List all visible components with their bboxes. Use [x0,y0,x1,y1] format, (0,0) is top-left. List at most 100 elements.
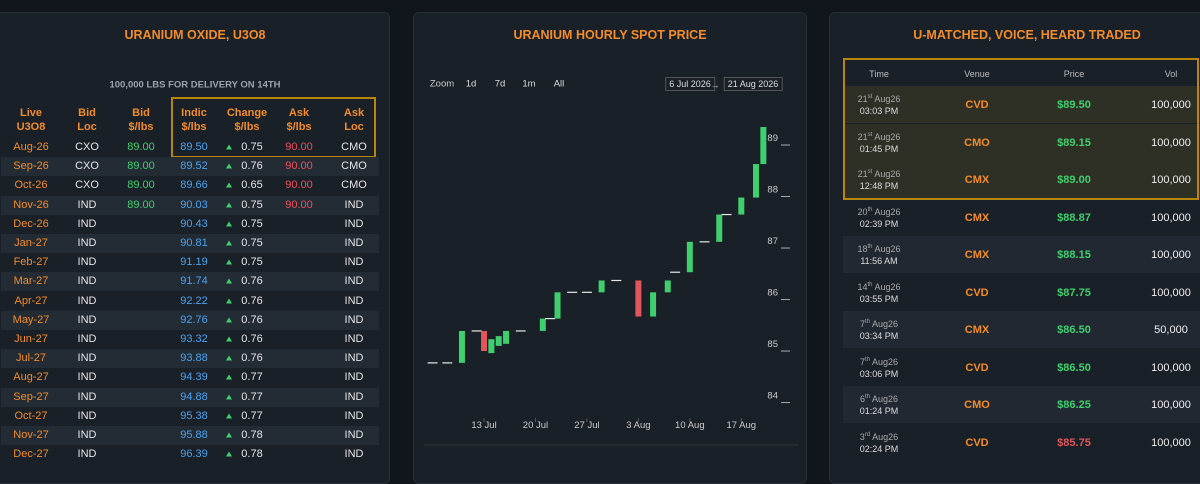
date-arrow: → [710,80,720,90]
highlight-box [171,97,376,158]
candle [539,318,546,331]
table-cell: IND [344,448,364,461]
row-background [843,311,1200,348]
column-header: Indic [181,107,207,119]
column-header: $/lbs [128,121,154,133]
trade-time: 03:34 PM [859,331,899,341]
table-cell: 94.39 [180,371,208,384]
table-cell: Sep-26 [13,160,49,173]
table-cell: 89.50 [180,141,208,153]
trade-month: Aug26 [874,131,901,142]
row-stripe [1,349,379,369]
trade-time: 03:03 PM [859,106,899,116]
trade-time: 01:45 PM [859,143,899,154]
column-header: Live [19,107,43,119]
trade-time: 03:06 PM [859,368,899,379]
row-background [843,423,1200,461]
table-cell: CXO [75,160,99,173]
trade-price: $85.75 [1057,436,1091,449]
date-to[interactable]: 21 Aug 2026 [723,77,783,91]
up-arrow [226,394,232,400]
trade-venue: CMX [964,211,990,224]
date-from[interactable]: 6 Jul 2026 [665,77,715,91]
trades-panel: U-MATCHED, VOICE, HEARD TRADED Time Venue… [829,12,1200,484]
trade-day: 20 [857,206,868,217]
table-cell: 0.76 [241,352,263,365]
column-header: U3O8 [16,121,46,133]
table-cell: Jun-27 [14,333,48,345]
table-cell: 89.00 [127,198,155,211]
zoom-button[interactable]: 7d [494,78,506,90]
table-cell: 89.00 [127,160,155,173]
zoom-button[interactable]: All [553,78,565,90]
trade-date: 20th Aug26 [857,207,900,217]
trade-volume: 100,000 [1151,99,1191,111]
trade-day-suffix: th [867,206,873,213]
table-cell: Dec-26 [13,217,49,230]
column-header: Vol [1164,69,1178,79]
up-arrow [226,298,232,304]
trade-venue: CVD [965,286,989,299]
table-cell: 0.78 [241,448,263,461]
up-arrow [226,240,232,246]
y-tick-label: 89 [767,133,778,144]
table-cell: 0.77 [241,409,263,422]
table-cell: IND [344,352,364,365]
table-cell: Nov-26 [13,198,49,211]
trade-venue: CMX [964,249,990,261]
table-cell: 95.38 [180,409,208,422]
table-cell: Oct-26 [14,179,48,192]
zoom-button[interactable]: 1m [522,78,536,90]
zoom-button[interactable]: 1d [465,78,477,90]
table-cell: 89.00 [127,179,155,192]
trade-date: 14th Aug26 [857,282,900,292]
trade-volume: 100,000 [1151,361,1191,374]
table-cell: 0.76 [241,294,263,307]
trade-volume: 100,000 [1151,136,1191,149]
table-cell: IND [77,352,97,365]
table-cell: 89.52 [180,160,208,173]
candle [598,280,605,293]
column-header: $/lbs [181,121,207,133]
trade-day-suffix: th [864,356,870,363]
trade-date: 21st Aug26 [858,169,901,179]
trade-month: Aug26 [872,431,899,442]
column-header: Bid [132,107,150,119]
table-cell: 0.76 [241,313,263,326]
row-stripe [1,387,379,407]
table-cell: IND [344,217,364,230]
up-arrow [226,451,232,457]
candle [738,197,745,215]
trade-time: 02:39 PM [859,218,899,229]
up-arrow [226,317,232,323]
table-cell: IND [344,237,364,249]
trade-price: $86.25 [1057,399,1091,411]
candle [503,330,510,344]
trade-day-suffix: st [867,131,873,138]
row-background [843,386,1200,423]
column-header: Loc [77,121,97,133]
trade-date: 21st Aug26 [858,94,901,104]
candle [752,164,759,198]
table-cell: 89.66 [180,179,208,192]
up-arrow [226,413,232,419]
highlight-box [843,58,1199,200]
trade-day: 6 [859,394,865,404]
trade-time: 11:56 AM [860,256,898,266]
trade-day-suffix: th [867,244,873,250]
trade-month: Aug26 [874,244,901,254]
up-arrow [226,374,232,380]
candle [488,339,495,354]
chart: 84 85 86 87 88 89 13 Jul 20 Jul 27 Jul 3 Aug 10 Au… [424,126,799,446]
trade-volume: 50,000 [1154,324,1188,336]
table-cell: IND [344,256,364,269]
trade-date: 18th Aug26 [857,244,900,254]
table-cell: IND [77,409,97,422]
subtitle: 100,000 LBS FOR DELIVERY ON 14TH [109,79,281,91]
trade-day-suffix: st [867,94,873,100]
table-cell: 90.00 [285,141,313,153]
up-arrow [226,336,232,342]
panel-title: U-MATCHED, VOICE, HEARD TRADED [913,28,1141,42]
row-background [843,273,1200,311]
column-header: Time [869,69,889,79]
